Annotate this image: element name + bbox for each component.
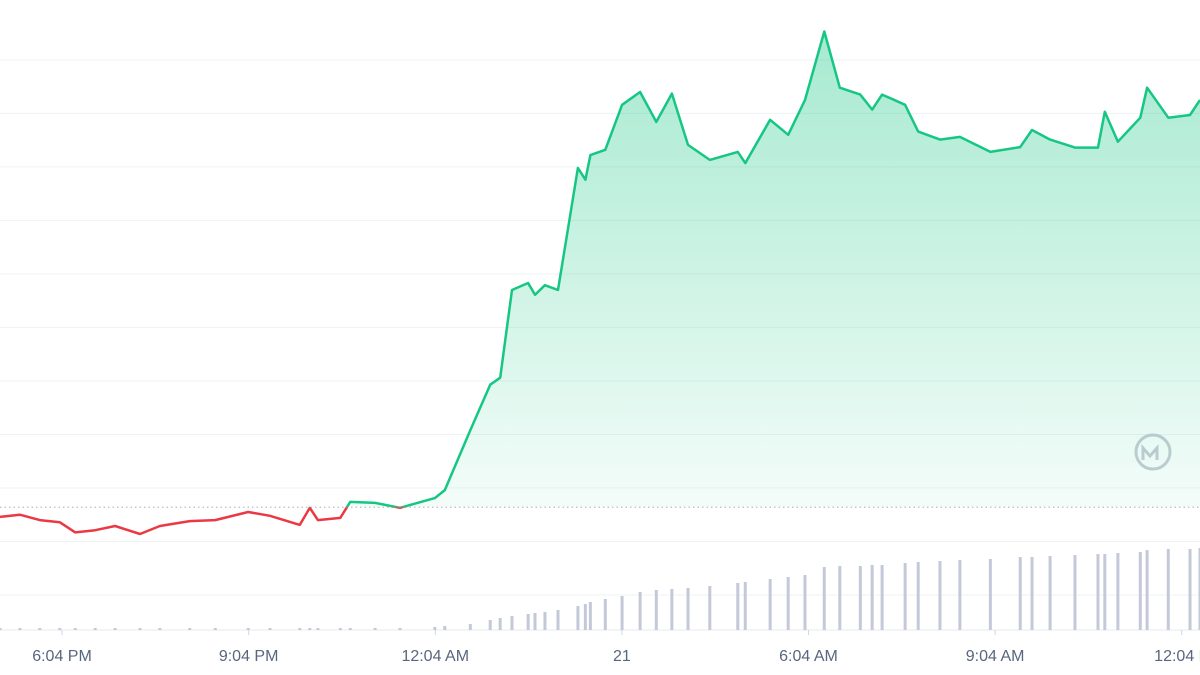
volume-bar	[510, 616, 514, 630]
volume-bar	[373, 628, 377, 630]
volume-bar	[1103, 554, 1107, 630]
volume-bar	[736, 583, 740, 630]
x-tick-label: 6:04 AM	[779, 648, 838, 665]
x-tick-label: 9:04 AM	[966, 648, 1025, 665]
volume-bar	[588, 602, 592, 630]
volume-bar	[158, 628, 162, 630]
volume-bar	[316, 628, 320, 630]
volume-bar	[188, 628, 192, 630]
volume-bar	[338, 628, 342, 630]
volume-bar	[18, 628, 22, 630]
volume-bar	[1048, 556, 1052, 630]
volume-bar	[654, 590, 658, 630]
volume-bar	[348, 628, 352, 630]
volume-bar	[638, 592, 642, 630]
volume-bar	[870, 565, 874, 630]
volume-bar	[73, 628, 77, 630]
price-line-up	[308, 30, 1200, 508]
volume-bar	[603, 599, 607, 630]
volume-bar	[708, 586, 712, 630]
volume-bar	[1166, 549, 1170, 630]
volume-bar	[468, 624, 472, 630]
x-tick-label: 12:04 AM	[401, 648, 469, 665]
volume-bar	[988, 559, 992, 630]
volume-bar	[786, 577, 790, 630]
volume-bar	[1116, 553, 1120, 630]
volume-bar	[113, 628, 117, 630]
volume-bar	[838, 566, 842, 630]
volume-bar	[58, 628, 62, 630]
volume-bar	[803, 575, 807, 630]
volume-bar	[1073, 555, 1077, 630]
volume-bar	[768, 579, 772, 630]
volume-bar	[1198, 548, 1200, 630]
volume-bar	[903, 563, 907, 630]
volume-bar	[498, 618, 502, 630]
volume-bar	[1096, 554, 1100, 630]
volume-bar	[268, 628, 272, 630]
volume-bar	[526, 614, 530, 630]
volume-bar	[443, 626, 447, 630]
volume-bar	[1138, 552, 1142, 630]
volume-bar	[533, 613, 537, 630]
volume-bar	[686, 588, 690, 630]
volume-bar	[543, 612, 547, 630]
volume-bar	[858, 566, 862, 630]
volume-bar	[308, 628, 312, 630]
price-line-down	[0, 507, 407, 536]
x-tick-label: 21	[613, 648, 631, 665]
x-tick-label: 9:04 PM	[219, 648, 279, 665]
volume-bar	[743, 582, 747, 630]
volume-bar	[583, 604, 587, 630]
volume-bar	[958, 560, 962, 630]
volume-bar	[916, 562, 920, 630]
volume-bar	[93, 628, 97, 630]
volume-bar	[576, 606, 580, 630]
volume-bar	[822, 567, 826, 630]
volume-bar	[138, 628, 142, 630]
volume-bar	[556, 610, 560, 630]
volume-bar	[246, 628, 250, 630]
volume-bar	[0, 628, 2, 630]
volume-bar	[298, 628, 302, 630]
volume-bar	[398, 628, 402, 630]
volume-bar	[1188, 549, 1192, 630]
volume-bar	[1145, 550, 1149, 630]
x-tick-label: 6:04 PM	[32, 648, 92, 665]
volume-bar	[880, 565, 884, 630]
volume-bar	[938, 561, 942, 630]
x-tick-label: 12:04 P	[1154, 648, 1200, 665]
volume-bar	[620, 596, 624, 630]
price-area	[0, 31, 1200, 508]
volume-bar	[488, 620, 492, 630]
volume-bar	[433, 627, 437, 630]
volume-bar	[1018, 557, 1022, 630]
volume-bar	[670, 589, 674, 630]
volume-bar	[213, 628, 217, 630]
volume-bar	[1030, 557, 1034, 630]
volume-bar	[38, 628, 42, 630]
